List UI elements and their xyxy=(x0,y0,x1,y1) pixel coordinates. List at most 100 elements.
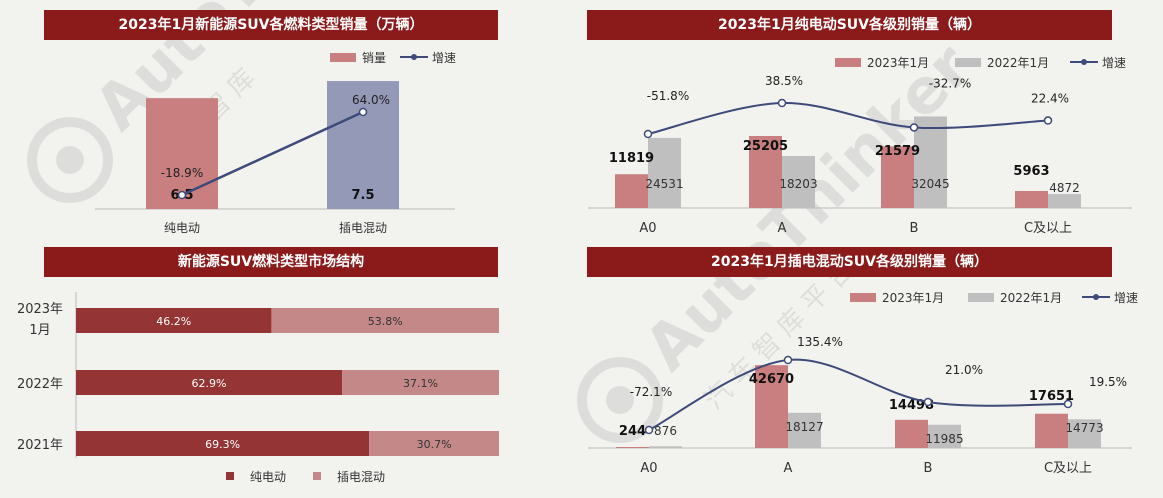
chart1-value-label-1: 7.5 xyxy=(351,188,374,203)
chart1-growth-label-1: 64.0% xyxy=(352,93,390,107)
chart2-value-2023-3: 5963 xyxy=(1013,164,1049,179)
chart4-bar-2022-3 xyxy=(1068,419,1101,448)
chart3-market-structure: 46.2% 53.8% 2023年 1月 62.9% 37.1% 2022年 69.3% 30.… xyxy=(17,292,499,484)
chart4-legend-2022-swatch xyxy=(968,293,994,302)
chart1-category-label-0: 纯电动 xyxy=(164,221,200,235)
chart4-category-label-3: C及以上 xyxy=(1044,461,1092,476)
chart3-legend-bev-label: 纯电动 xyxy=(250,470,286,484)
chart2-legend-2023-label: 2023年1月 xyxy=(867,56,929,70)
chart2-bar-2022-0 xyxy=(648,137,681,208)
chart2-growth-point-3 xyxy=(1043,116,1053,125)
chart2-growth-point-0 xyxy=(643,129,653,139)
chart2-bar-2023-0 xyxy=(615,174,648,208)
chart1-growth-line xyxy=(181,110,364,197)
chart4-growth-label-3: 19.5% xyxy=(1089,375,1127,389)
chart3-bar-bev-0 xyxy=(76,308,272,333)
chart2-growth-point-2 xyxy=(909,123,919,132)
chart3-bar-phev-0 xyxy=(271,308,499,333)
chart2-bar-2022-2 xyxy=(914,116,947,208)
chart2-value-2022-0: 24531 xyxy=(645,177,683,191)
chart4-growth-point-1 xyxy=(783,355,793,365)
chart4-growth-line xyxy=(648,358,1069,431)
chart4-value-2023-1: 42670 xyxy=(749,372,794,387)
chart3-bar-phev-2 xyxy=(369,431,499,456)
chart3-legend-phev-label: 插电混动 xyxy=(337,470,385,484)
chart4-value-2022-3: 14773 xyxy=(1065,421,1103,435)
chart2-value-2023-1: 25205 xyxy=(743,139,788,154)
chart4-growth-label-2: 21.0% xyxy=(945,363,983,377)
chart1-legend-sales-label: 销量 xyxy=(362,51,386,65)
chart2-legend-2022-swatch xyxy=(955,58,981,67)
chart2-title: 2023年1月纯电动SUV各级别销量（辆） xyxy=(587,10,1112,40)
chart2-growth-label-0: -51.8% xyxy=(647,89,689,103)
chart4-legend-growth-label: 增速 xyxy=(1114,291,1138,305)
chart1-legend-growth-marker xyxy=(411,54,417,60)
chart3-bar-bev-1 xyxy=(76,370,343,395)
chart4-legend-2022-label: 2022年1月 xyxy=(1000,291,1062,305)
chart2-value-2022-1: 18203 xyxy=(779,177,817,191)
chart1-growth-point-1 xyxy=(358,107,368,117)
chart3-label-bev-1: 62.9% xyxy=(192,377,227,390)
chart3-label-bev-2: 69.3% xyxy=(205,438,240,451)
chart2-value-2023-2: 21579 xyxy=(875,144,920,159)
chart3-label-phev-2: 30.7% xyxy=(417,438,452,451)
chart2-growth-point-1 xyxy=(777,98,787,108)
chart2-category-label-3: C及以上 xyxy=(1024,221,1072,236)
chart4-growth-point-3 xyxy=(1063,399,1073,409)
chart2-bar-2023-1 xyxy=(749,135,782,208)
chart4-growth-label-1: 135.4% xyxy=(797,335,843,349)
chart4-value-2022-1: 18127 xyxy=(785,420,823,434)
chart4-legend-2023-label: 2023年1月 xyxy=(882,291,944,305)
chart2-growth-label-2: -32.7% xyxy=(929,76,971,90)
chart1-growth-label-0: -18.9% xyxy=(161,166,203,180)
chart4-growth-point-0 xyxy=(644,425,654,435)
chart2-value-2022-2: 32045 xyxy=(911,177,949,191)
chart3-category-label-0-b: 1月 xyxy=(29,323,50,338)
chart3-label-bev-0: 46.2% xyxy=(156,315,191,328)
chart2-value-2022-3: 4872 xyxy=(1049,181,1080,195)
chart2-bar-2023-2 xyxy=(881,146,914,208)
chart2-bev-class-sales: 2023年1月 2022年1月 增速 A0 11819 24531 A 25205 18203 B… xyxy=(588,56,1132,236)
chart2-category-label-1: A xyxy=(778,221,787,236)
chart3-legend-phev-swatch xyxy=(313,472,321,480)
chart2-category-label-0: A0 xyxy=(639,221,656,236)
chart3-legend-bev-swatch xyxy=(226,472,234,480)
chart2-legend-growth-label: 增速 xyxy=(1102,56,1126,70)
chart4-bar-2023-2 xyxy=(895,419,928,448)
chart4-category-label-1: A xyxy=(784,461,793,476)
chart1-title: 2023年1月新能源SUV各燃料类型销量（万辆） xyxy=(44,10,498,40)
chart4-title: 2023年1月插电混动SUV各级别销量（辆） xyxy=(587,247,1112,277)
chart4-value-2023-0: 244 xyxy=(619,424,646,439)
chart3-category-label-1: 2022年 xyxy=(17,377,63,392)
chart4-value-2022-0: 876 xyxy=(654,424,677,438)
chart2-legend-2023-swatch xyxy=(835,58,861,67)
chart4-bar-2022-1 xyxy=(788,412,821,448)
chart2-legend-growth-marker xyxy=(1081,59,1087,65)
chart4-category-label-2: B xyxy=(924,461,933,476)
chart2-growth-label-1: 38.5% xyxy=(765,74,803,88)
chart4-growth-point-2 xyxy=(923,397,933,407)
chart4-legend-2023-swatch xyxy=(850,293,876,302)
chart3-category-label-0-a: 2023年 xyxy=(17,302,63,317)
chart2-category-label-2: B xyxy=(910,221,919,236)
chart1-bar-0 xyxy=(146,98,218,209)
chart3-label-phev-1: 37.1% xyxy=(403,377,438,390)
chart4-growth-label-0: -72.1% xyxy=(630,385,672,399)
chart2-legend-2022-label: 2022年1月 xyxy=(987,56,1049,70)
chart2-growth-label-3: 22.4% xyxy=(1031,92,1069,106)
chart4-legend-growth-marker xyxy=(1093,294,1099,300)
chart4-value-2022-2: 11985 xyxy=(925,432,963,446)
chart4-bar-2022-0 xyxy=(649,446,682,448)
chart3-bar-phev-1 xyxy=(342,370,499,395)
chart3-title: 新能源SUV燃料类型市场结构 xyxy=(44,247,498,277)
chart3-bar-bev-2 xyxy=(76,431,370,456)
chart2-bar-2022-1 xyxy=(782,155,815,208)
chart4-bar-2023-1 xyxy=(755,365,788,448)
chart1-legend-sales-swatch xyxy=(330,53,356,62)
chart4-value-2023-3: 17651 xyxy=(1029,389,1074,404)
chart2-bar-2023-3 xyxy=(1015,190,1048,208)
chart1-growth-point-0 xyxy=(177,190,187,200)
chart2-value-2023-0: 11819 xyxy=(609,151,654,166)
